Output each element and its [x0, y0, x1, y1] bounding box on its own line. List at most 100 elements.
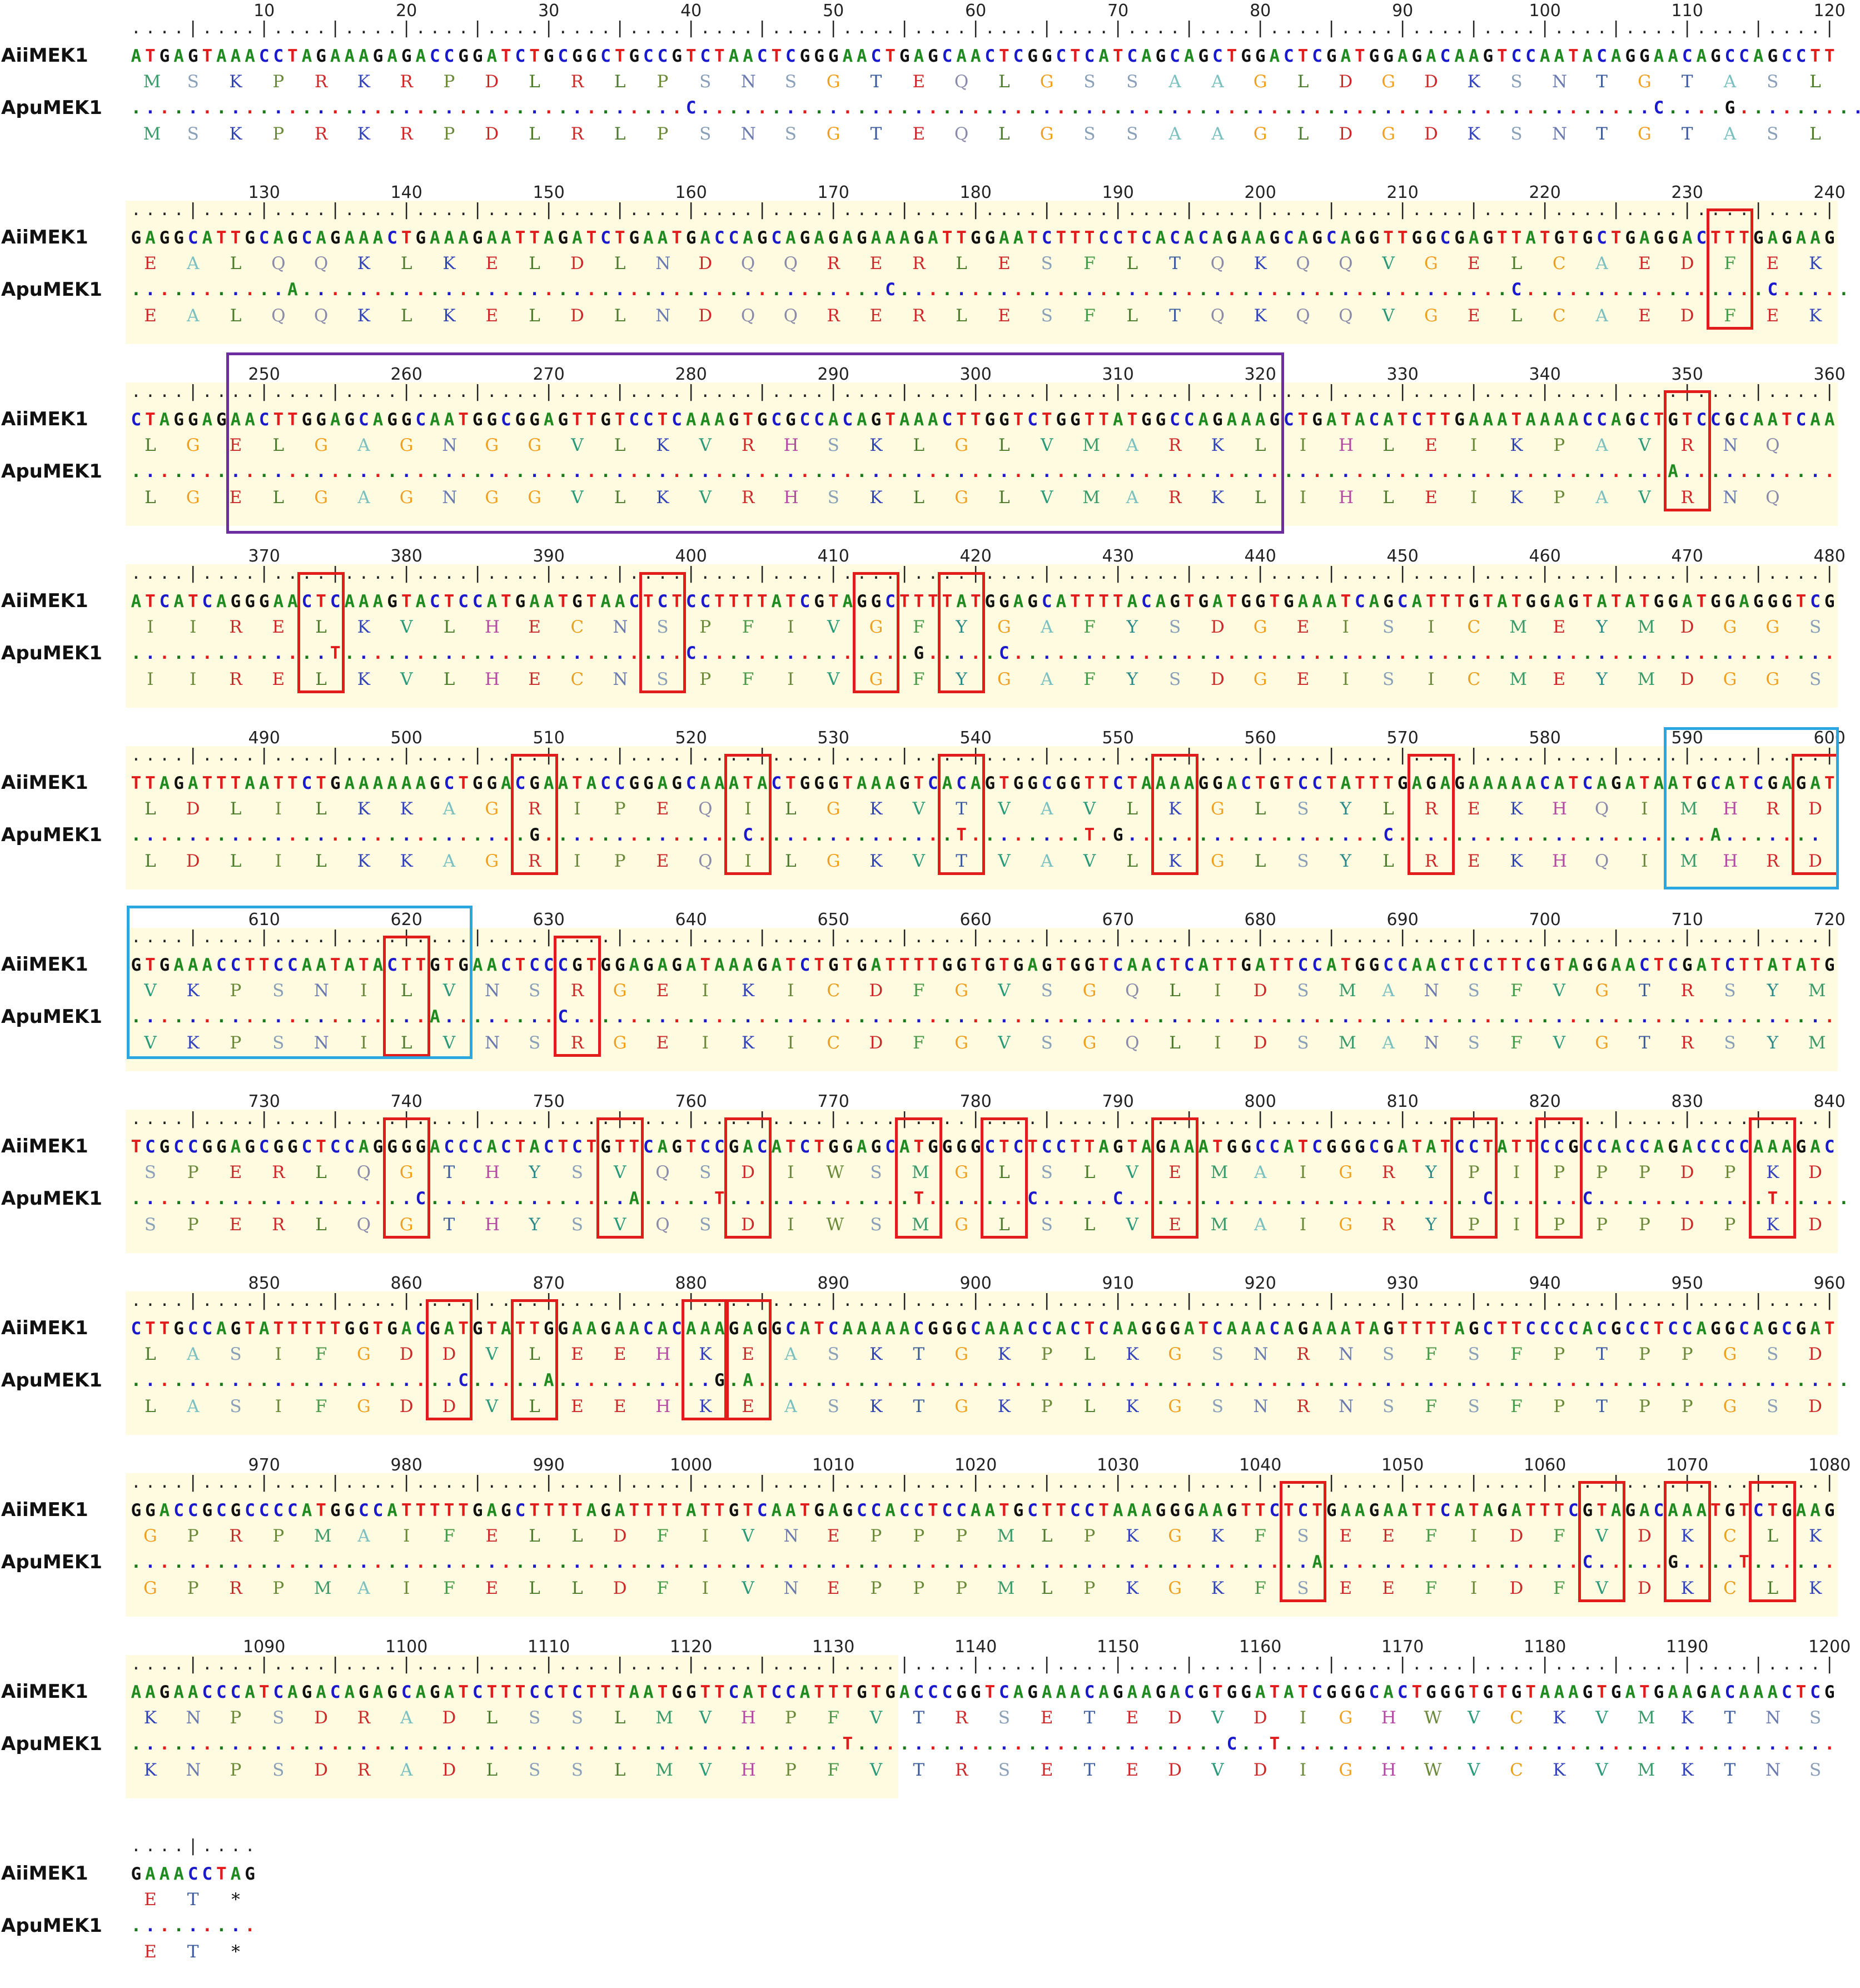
- nucleotide: G: [755, 952, 769, 978]
- ruler-tick: .: [1424, 20, 1439, 37]
- position-number: 970: [248, 1455, 280, 1475]
- amino-acid: I: [399, 1576, 414, 1601]
- match-dot: .: [1196, 1186, 1211, 1211]
- match-dot: .: [1153, 1549, 1168, 1575]
- match-dot: .: [1609, 277, 1623, 302]
- match-dot: .: [300, 459, 314, 484]
- nucleotide: A: [1666, 771, 1680, 796]
- ruler-tick: .: [271, 747, 286, 764]
- match-dot: .: [456, 459, 471, 484]
- amino-acid: L: [613, 251, 627, 276]
- nucleotide: T: [143, 771, 158, 796]
- nucleotide: A: [1552, 1679, 1566, 1705]
- ruler-tick: .: [1438, 1111, 1453, 1127]
- nucleotide: A: [613, 589, 627, 614]
- nucleotide: A: [1680, 225, 1694, 251]
- match-dot: .: [897, 822, 912, 848]
- position-number: 380: [391, 546, 422, 566]
- match-dot: .: [1538, 1731, 1552, 1757]
- position-number: 730: [248, 1092, 280, 1111]
- ruler-tick: .: [954, 565, 969, 582]
- ruler-tick: .: [1438, 202, 1453, 218]
- match-dot: .: [1082, 1731, 1097, 1757]
- amino-acid: S: [698, 1212, 713, 1237]
- amino-acid: P: [1552, 1212, 1566, 1237]
- match-dot: .: [1765, 1731, 1780, 1757]
- match-dot: .: [1253, 459, 1267, 484]
- ruler-tick: .: [1552, 747, 1566, 764]
- ruler-tick: |: [1822, 565, 1837, 582]
- ruler-tick: |: [470, 565, 485, 582]
- nucleotide: A: [1111, 1498, 1125, 1523]
- match-dot: .: [157, 1368, 172, 1393]
- nucleotide: T: [1424, 1498, 1439, 1523]
- ruler-tick: .: [769, 20, 784, 37]
- match-dot: .: [328, 459, 342, 484]
- amino-acid: I: [1509, 1212, 1524, 1237]
- sequence-label-bottom: ApuMEK1: [1, 642, 102, 664]
- nucleotide: T: [912, 1134, 926, 1160]
- match-dot: .: [186, 1549, 200, 1575]
- ruler-tick: .: [641, 565, 656, 582]
- match-dot: .: [1609, 1731, 1623, 1757]
- ruler-tick: |: [470, 1111, 485, 1127]
- ruler-tick: .: [698, 20, 713, 37]
- nucleotide: C: [528, 952, 542, 978]
- nucleotide: C: [1310, 1679, 1325, 1705]
- nucleotide: G: [1780, 589, 1794, 614]
- amino-acid: I: [570, 848, 585, 874]
- ruler-tick: |: [1324, 1656, 1339, 1673]
- amino-acid: N: [442, 433, 457, 458]
- amino-acid: H: [485, 614, 500, 640]
- match-dot: .: [599, 459, 613, 484]
- ruler-tick: .: [713, 929, 727, 946]
- nucleotide: G: [470, 43, 485, 69]
- match-dot: .: [1652, 640, 1666, 666]
- ruler-tick: .: [1011, 565, 1026, 582]
- amino-acid: I: [357, 978, 371, 1003]
- match-dot: .: [798, 822, 812, 848]
- ruler-tick: .: [954, 1293, 969, 1309]
- nucleotide: G: [1623, 1498, 1638, 1523]
- match-dot: .: [1552, 95, 1566, 121]
- ruler-tick: .: [1211, 202, 1225, 218]
- ruler-tick: .: [727, 929, 741, 946]
- nucleotide: T: [1453, 589, 1467, 614]
- match-dot: .: [1324, 640, 1339, 666]
- amino-acid: N: [314, 978, 329, 1003]
- amino-acid: L: [1082, 1394, 1097, 1419]
- ruler-tick: .: [784, 929, 798, 946]
- amino-acid: S: [1168, 667, 1182, 692]
- amino-acid: R: [1680, 433, 1694, 458]
- amino-acid: D: [1168, 1705, 1182, 1731]
- nucleotide: A: [157, 1861, 172, 1887]
- nucleotide: A: [342, 771, 357, 796]
- ruler-tick: .: [641, 1111, 656, 1127]
- ruler-tick: .: [215, 202, 229, 218]
- match-dot: .: [1509, 1731, 1524, 1757]
- ruler-tick: .: [741, 1656, 755, 1673]
- match-dot: .: [1153, 277, 1168, 302]
- match-dot: .: [670, 1004, 684, 1030]
- nucleotide: A: [1153, 589, 1168, 614]
- amino-acid: E: [613, 1394, 627, 1419]
- ruler-tick: |: [257, 929, 271, 946]
- match-dot: .: [342, 459, 357, 484]
- ruler-tick: .: [954, 20, 969, 37]
- nucleotide: C: [641, 1316, 656, 1341]
- ruler-tick: .: [428, 1111, 442, 1127]
- nucleotide: A: [1623, 589, 1638, 614]
- nucleotide: T: [456, 1498, 471, 1523]
- match-dot: .: [655, 1549, 670, 1575]
- ruler-tick: .: [784, 1656, 798, 1673]
- amino-acid: V: [741, 1576, 755, 1601]
- ruler-tick: .: [286, 20, 300, 37]
- ruler-tick: .: [1282, 1293, 1296, 1309]
- match-dot: .: [1453, 459, 1467, 484]
- amino-acid: I: [784, 1030, 798, 1056]
- amino-acid: E: [485, 1576, 499, 1601]
- nucleotide: T: [271, 407, 286, 433]
- ruler-tick: |: [1111, 1293, 1125, 1309]
- ruler-tick: .: [528, 1656, 542, 1673]
